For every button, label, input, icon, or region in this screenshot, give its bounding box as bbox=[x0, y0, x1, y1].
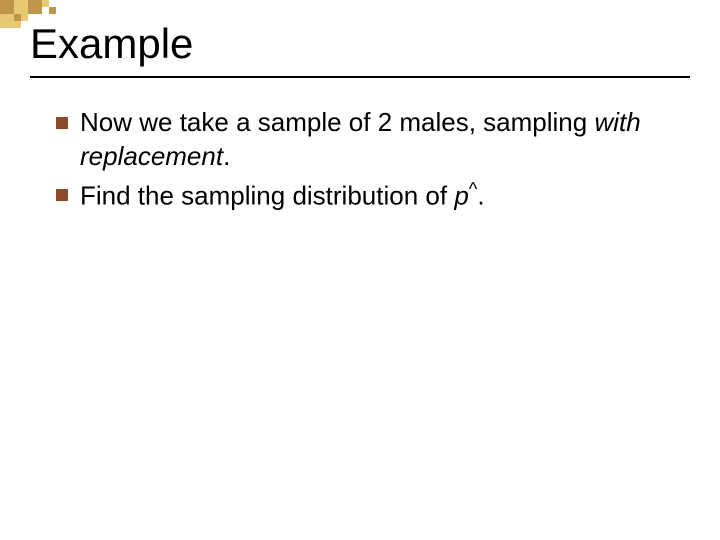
text-run: . bbox=[223, 141, 230, 171]
content-area: Now we take a sample of 2 males, samplin… bbox=[0, 78, 720, 213]
square-bullet-icon bbox=[56, 117, 68, 129]
decor-square bbox=[21, 14, 28, 21]
text-run: Now we take a sample of 2 males, samplin… bbox=[80, 107, 594, 137]
symbol-p: p bbox=[454, 180, 468, 210]
decor-square bbox=[14, 0, 28, 14]
decor-square bbox=[0, 14, 14, 28]
decor-square bbox=[14, 14, 21, 21]
bullet-text: Now we take a sample of 2 males, samplin… bbox=[80, 106, 670, 174]
bullet-text: Find the sampling distribution of p^. bbox=[80, 178, 485, 213]
slide-title: Example bbox=[30, 20, 690, 68]
decor-square bbox=[28, 0, 42, 14]
text-run: Find the sampling distribution of bbox=[80, 180, 454, 210]
decor-square bbox=[49, 7, 56, 14]
corner-decoration bbox=[0, 0, 60, 28]
bullet-item: Now we take a sample of 2 males, samplin… bbox=[56, 106, 670, 174]
square-bullet-icon bbox=[56, 189, 68, 201]
decor-square bbox=[14, 21, 21, 28]
decor-square bbox=[42, 0, 49, 7]
bullet-item: Find the sampling distribution of p^. bbox=[56, 178, 670, 213]
decor-square bbox=[0, 0, 14, 14]
title-area: Example bbox=[0, 0, 720, 76]
text-run: . bbox=[477, 180, 484, 210]
